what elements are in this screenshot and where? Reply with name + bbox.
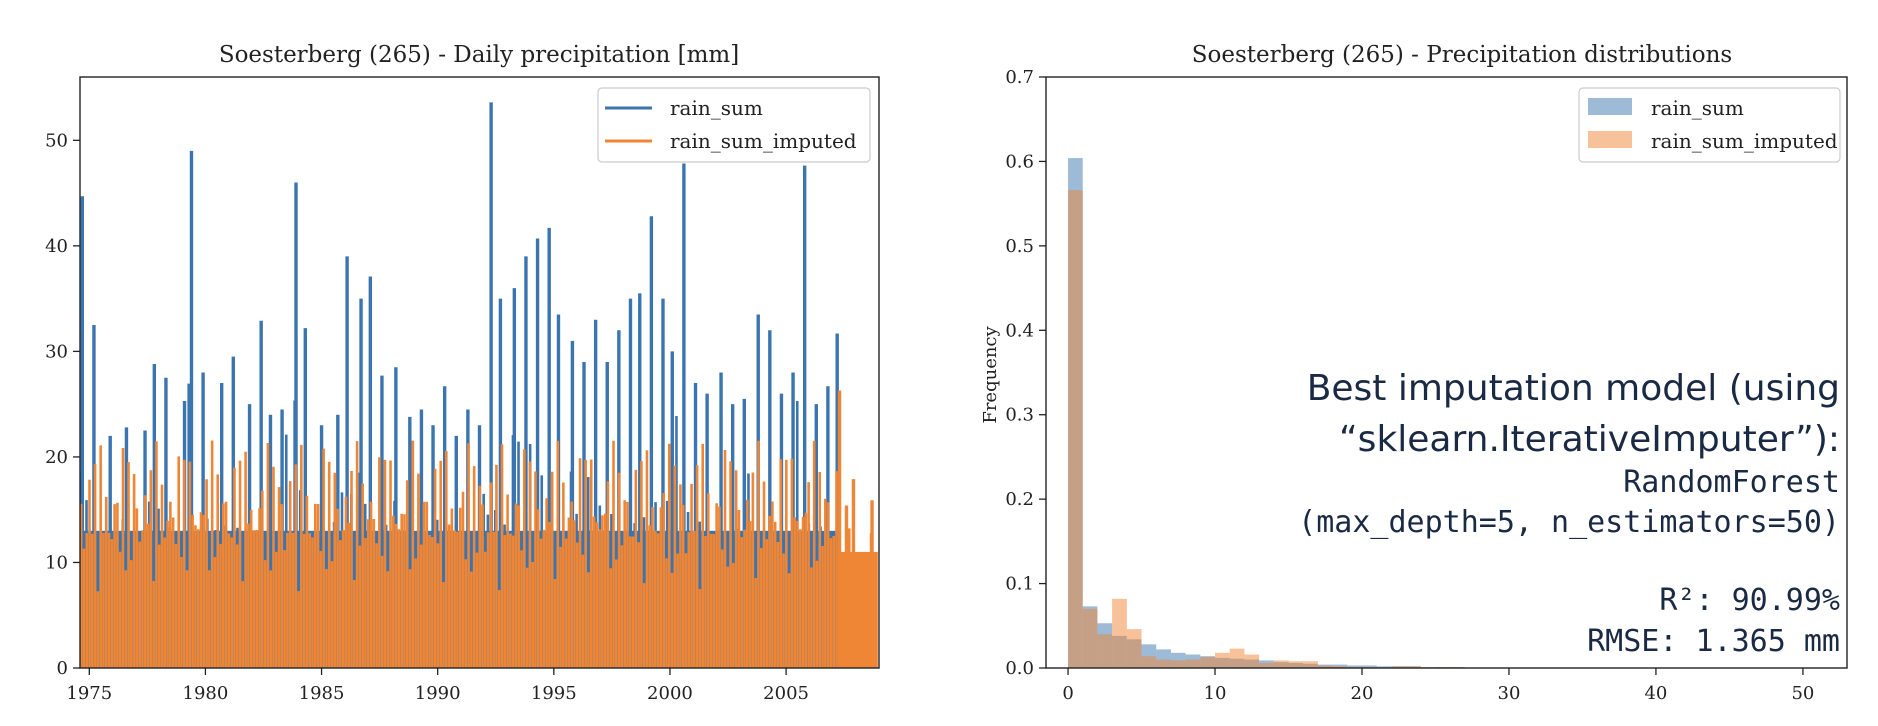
- x-tick-label: 1985: [299, 683, 345, 704]
- y-tick-label: 10: [45, 552, 68, 573]
- hist-bar-rain_sum_imputed: [1141, 656, 1157, 668]
- hist-bar-rain_sum_imputed: [1391, 666, 1407, 668]
- hist-bar-rain_sum_imputed: [1200, 657, 1216, 668]
- x-tick-label: 40: [1644, 683, 1667, 704]
- right-chart-y-label: Frequency: [980, 325, 1001, 423]
- hist-bar-rain_sum_imputed: [1097, 634, 1113, 668]
- hist-bar-rain_sum: [1361, 665, 1377, 668]
- x-tick-label: 0: [1062, 683, 1073, 704]
- x-tick-label: 50: [1791, 683, 1814, 704]
- hist-bar-rain_sum_imputed: [1185, 659, 1201, 668]
- right-chart-y-axis: 0.0 0.1 0.2 0.3 0.4 0.5 0.6 0.7: [1005, 67, 1046, 679]
- precip-dense-rain-sum-imputed: [839, 551, 878, 668]
- hist-bar-rain_sum_imputed: [1259, 662, 1274, 668]
- hist-bar-rain_sum_imputed: [1273, 660, 1289, 668]
- x-tick-label: 10: [1204, 683, 1227, 704]
- y-tick-label: 50: [45, 130, 68, 151]
- hist-bar-rain_sum_imputed: [1082, 608, 1098, 668]
- hist-bar-rain_sum_imputed: [1244, 654, 1260, 668]
- y-tick-label: 0.0: [1005, 658, 1034, 679]
- hist-bar-rain_sum_imputed: [1170, 660, 1186, 668]
- legend-swatch-rain-sum-imputed: [1588, 131, 1632, 148]
- x-tick-label: 1975: [66, 683, 112, 704]
- hist-bar-rain_sum_imputed: [1068, 190, 1083, 669]
- hist-bar-rain_sum: [1347, 665, 1362, 668]
- hist-bar-rain_sum: [1376, 666, 1392, 668]
- y-tick-label: 0.3: [1005, 405, 1034, 426]
- legend-box: [1578, 87, 1841, 163]
- hist-bar-rain_sum_imputed: [1317, 665, 1333, 668]
- left-chart-x-axis: 1975 1980 1985 1990 1995 2000 2005: [66, 668, 809, 704]
- annotation-line-3: RandomForest: [1623, 465, 1840, 500]
- hist-bar-rain_sum_imputed: [1406, 666, 1421, 668]
- left-chart-y-axis: 0 10 20 30 40 50: [45, 130, 80, 679]
- annotation-line-1: Best imputation model (using: [1307, 368, 1840, 409]
- right-chart-title: Soesterberg (265) - Precipitation distri…: [1192, 42, 1732, 68]
- hist-bar-rain_sum_imputed: [1112, 598, 1127, 668]
- y-tick-label: 0.2: [1005, 489, 1034, 510]
- x-tick-label: 1990: [415, 683, 461, 704]
- left-chart-frame: [79, 76, 880, 669]
- x-tick-label: 2005: [763, 683, 809, 704]
- y-tick-label: 0.1: [1005, 574, 1034, 595]
- y-tick-label: 40: [45, 236, 68, 257]
- left-chart-legend: rain_sum rain_sum_imputed: [597, 87, 871, 163]
- x-tick-label: 2000: [647, 683, 693, 704]
- right-chart: Soesterberg (265) - Precipitation distri…: [980, 42, 1848, 704]
- hist-bar-rain_sum_imputed: [1332, 666, 1348, 668]
- y-tick-label: 0.4: [1005, 320, 1034, 341]
- right-chart-legend: rain_sum rain_sum_imputed: [1578, 87, 1841, 163]
- y-tick-label: 0.5: [1005, 236, 1034, 257]
- hist-bar-rain_sum_imputed: [1126, 629, 1142, 668]
- left-chart-series: [79, 102, 878, 668]
- legend-swatch-rain-sum: [1588, 98, 1632, 115]
- y-tick-label: 0.6: [1005, 151, 1034, 172]
- y-tick-label: 0.7: [1005, 67, 1034, 88]
- model-annotation: Best imputation model (using “sklearn.It…: [1298, 368, 1840, 659]
- hist-bar-rain_sum_imputed: [1215, 652, 1230, 668]
- x-tick-label: 1980: [183, 683, 229, 704]
- hist-bar-rain_sum_imputed: [1229, 648, 1245, 668]
- legend-label-rain-sum-imputed: rain_sum_imputed: [1651, 129, 1838, 153]
- right-chart-frame: [1045, 76, 1848, 669]
- legend-box: [597, 87, 871, 163]
- x-tick-label: 1995: [531, 683, 577, 704]
- annotation-line-4: (max_depth=5, n_estimators=50): [1298, 505, 1840, 540]
- x-tick-label: 20: [1351, 683, 1374, 704]
- legend-label-rain-sum: rain_sum: [1651, 96, 1744, 120]
- legend-label-rain-sum: rain_sum: [670, 96, 763, 120]
- left-chart-title: Soesterberg (265) - Daily precipitation …: [219, 42, 739, 68]
- hist-bar-rain_sum_imputed: [1156, 659, 1171, 668]
- y-tick-label: 0: [57, 658, 68, 679]
- y-tick-label: 20: [45, 447, 68, 468]
- y-tick-label: 30: [45, 341, 68, 362]
- hist-bar-rain_sum_imputed: [1288, 661, 1304, 668]
- right-chart-series: [1068, 158, 1465, 669]
- annotation-r2: R²: 90.99%: [1659, 583, 1840, 618]
- x-tick-label: 30: [1498, 683, 1521, 704]
- right-chart-x-axis: 0 10 20 30 40 50: [1062, 668, 1814, 704]
- hist-bar-rain_sum_imputed: [1303, 661, 1318, 668]
- annotation-rmse: RMSE: 1.365 mm: [1587, 624, 1840, 659]
- legend-label-rain-sum-imputed: rain_sum_imputed: [670, 129, 857, 153]
- left-chart: Soesterberg (265) - Daily precipitation …: [45, 42, 880, 704]
- annotation-line-2: “sklearn.IterativeImputer”):: [1339, 419, 1840, 460]
